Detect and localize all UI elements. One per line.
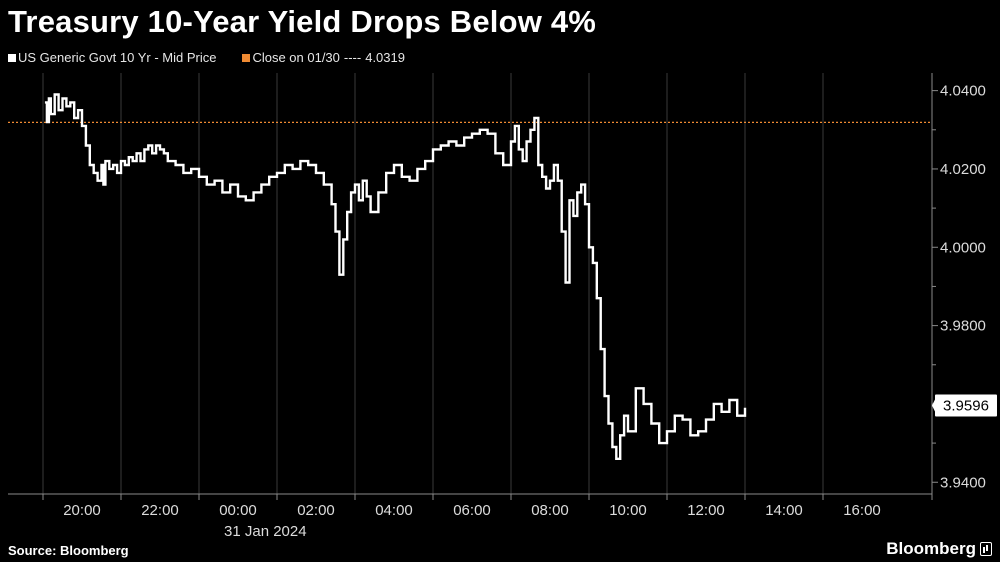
x-tick-label: 20:00 <box>63 502 101 519</box>
x-tick-label: 02:00 <box>297 502 335 519</box>
chart-title: Treasury 10-Year Yield Drops Below 4% <box>8 4 597 39</box>
legend-series-label: US Generic Govt 10 Yr - Mid Price <box>18 50 217 65</box>
series-line-us10y <box>44 93 747 460</box>
last-value-pointer <box>932 399 935 412</box>
last-value-group: 3.9596 <box>932 394 997 417</box>
x-tick-label: 14:00 <box>765 502 803 519</box>
x-tick-label: 04:00 <box>375 502 413 519</box>
y-tick-label: 4.0200 <box>940 161 986 178</box>
x-tick-label: 06:00 <box>453 502 491 519</box>
legend-close-dashes: ---- <box>343 50 362 65</box>
brand-logo: Bloomberg <box>886 539 992 559</box>
x-tick-label: 10:00 <box>609 502 647 519</box>
x-tick-label: 16:00 <box>843 502 881 519</box>
last-value-label: 3.9596 <box>943 397 989 414</box>
y-tick-label: 4.0400 <box>940 83 986 100</box>
legend: US Generic Govt 10 Yr - Mid Price Close … <box>8 50 405 65</box>
legend-item-close: Close on 01/30 ---- 4.0319 <box>242 50 405 65</box>
x-tick-label: 12:00 <box>687 502 725 519</box>
series-group <box>44 93 747 460</box>
y-tick-label: 3.9400 <box>940 474 986 491</box>
y-tick-label: 3.9800 <box>940 318 986 335</box>
x-tick-label: 22:00 <box>141 502 179 519</box>
source-note: Source: Bloomberg <box>8 543 129 558</box>
legend-series-swatch <box>8 53 16 62</box>
legend-close-swatch <box>242 53 251 62</box>
x-axis: 20:00 22:00 00:00 02:00 04:00 06:00 08:00 10:00… <box>8 493 933 540</box>
x-tick-label: 08:00 <box>531 502 569 519</box>
x-tick-label: 00:00 <box>219 502 257 519</box>
bloomberg-chart-icon <box>980 542 992 556</box>
legend-item-series: US Generic Govt 10 Yr - Mid Price <box>8 50 216 65</box>
last-value-box <box>935 394 997 417</box>
legend-close-value: 4.0319 <box>365 50 405 65</box>
y-tick-label: 4.0000 <box>940 239 986 256</box>
x-date-label: 31 Jan 2024 <box>224 523 307 540</box>
brand-name: Bloomberg <box>886 539 976 558</box>
legend-close-label: Close on 01/30 <box>252 50 340 65</box>
